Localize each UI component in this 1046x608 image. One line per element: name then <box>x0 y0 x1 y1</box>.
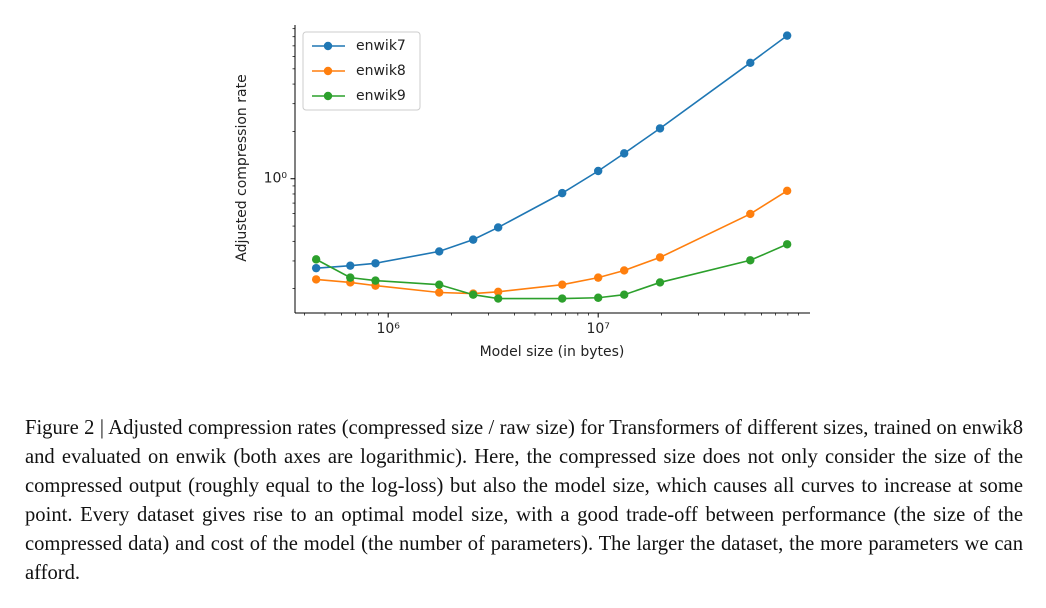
data-point <box>593 273 603 282</box>
data-point <box>493 287 503 296</box>
data-point <box>493 294 503 303</box>
legend-label: enwik9 <box>356 88 406 104</box>
data-point <box>435 247 444 256</box>
y-tick-label: 10⁰ <box>264 171 288 187</box>
data-point <box>619 266 629 275</box>
data-point <box>746 58 755 68</box>
legend-marker <box>323 66 333 76</box>
data-point <box>371 276 380 285</box>
data-point <box>311 263 321 273</box>
data-point <box>435 288 444 297</box>
legend-label: enwik8 <box>356 63 406 79</box>
data-point <box>593 166 603 176</box>
series-line <box>316 34 788 269</box>
x-tick-label: 10⁷ <box>586 321 609 337</box>
data-point <box>782 186 792 196</box>
legend-marker <box>323 41 333 51</box>
data-point <box>655 124 665 133</box>
data-point <box>558 188 567 198</box>
data-point <box>346 273 355 282</box>
legend-box <box>302 31 421 111</box>
data-point <box>619 149 629 158</box>
data-point <box>468 290 478 299</box>
series-line <box>316 190 788 295</box>
chart: Model size (in bytes) Adjusted compressi… <box>234 25 810 360</box>
data-point <box>558 294 567 303</box>
legend-label: enwik7 <box>356 38 406 54</box>
data-point <box>746 256 755 265</box>
data-point <box>435 280 444 289</box>
data-point <box>371 259 380 268</box>
y-axis-label: Adjusted compression rate <box>234 74 250 261</box>
x-axis-label: Model size (in bytes) <box>480 344 625 360</box>
data-point <box>311 255 321 264</box>
data-point <box>311 275 321 284</box>
data-point <box>619 290 629 299</box>
figure-caption: Figure 2 | Adjusted compression rates (c… <box>25 417 1023 584</box>
data-point <box>782 31 792 40</box>
data-point <box>655 278 665 287</box>
x-tick-label: 10⁶ <box>376 321 400 337</box>
data-point <box>782 240 792 249</box>
data-point <box>655 253 665 262</box>
data-point <box>493 223 503 232</box>
data-point <box>593 293 603 302</box>
series-line <box>315 243 788 300</box>
data-point <box>346 261 355 270</box>
data-point <box>746 209 755 219</box>
data-point <box>558 280 567 289</box>
data-point <box>468 235 478 244</box>
legend-marker <box>323 91 333 101</box>
